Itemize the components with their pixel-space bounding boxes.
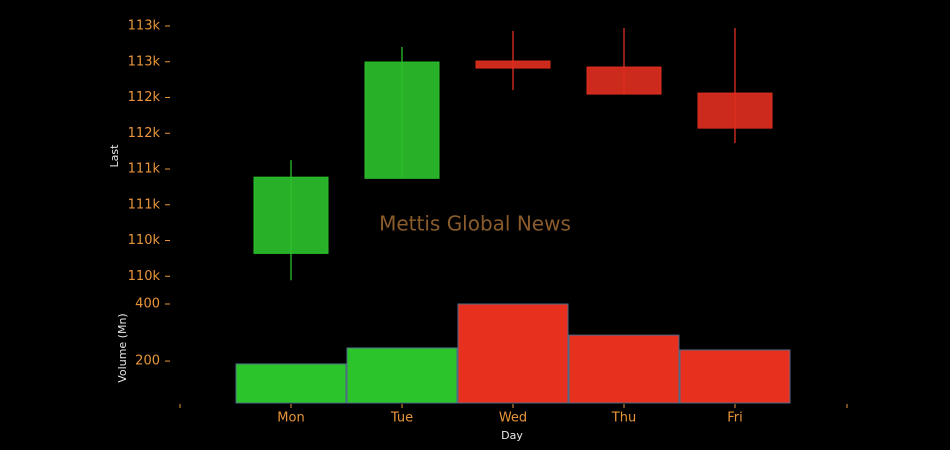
x-tick-label: Mon: [277, 411, 304, 426]
y-axis-label: Volume (Mn): [116, 313, 129, 382]
y-axis-label: Last: [108, 144, 121, 168]
y-tick-label: 110k: [128, 269, 161, 284]
x-tick-label: Thu: [611, 411, 636, 426]
candle-body: [475, 60, 551, 69]
volume-bar: [346, 347, 458, 404]
candle-body: [697, 92, 773, 129]
x-tick-label: Fri: [727, 411, 743, 426]
x-tick-label: Wed: [499, 411, 527, 426]
x-axis-label: Day: [501, 429, 523, 442]
y-tick-label: 111k: [128, 197, 161, 212]
volume-bar: [679, 349, 791, 404]
volume-bar: [457, 303, 569, 404]
y-tick-label: 113k: [128, 54, 161, 69]
y-tick-label: 110k: [128, 233, 161, 248]
y-tick-label: 200: [135, 354, 160, 369]
watermark: Mettis Global News: [379, 212, 571, 236]
y-tick-label: 112k: [128, 126, 161, 141]
candle-body: [253, 176, 329, 254]
y-tick-label: 400: [135, 297, 160, 312]
volume-bar: [235, 363, 347, 404]
y-tick-label: 113k: [128, 19, 161, 34]
candle-body: [364, 61, 440, 179]
y-tick-label: 111k: [128, 162, 161, 177]
candle-body: [586, 66, 662, 95]
y-tick-label: 112k: [128, 90, 161, 105]
x-tick-label: Tue: [390, 411, 413, 426]
volume-bar: [568, 334, 680, 404]
